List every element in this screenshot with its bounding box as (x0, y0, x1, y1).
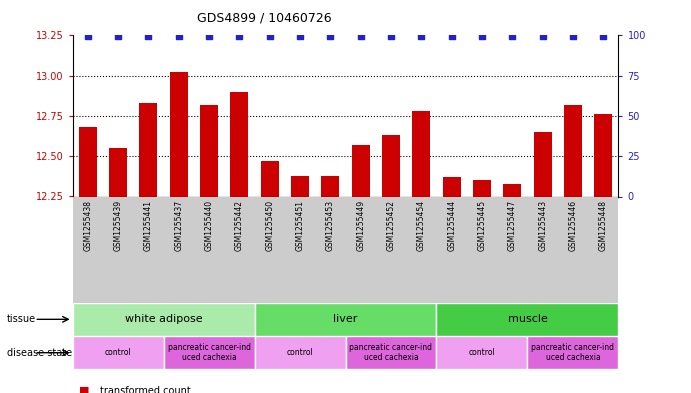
Bar (503, 184, 522, 196)
Bar (230, 92, 249, 196)
Text: pancreatic cancer-ind
uced cachexia: pancreatic cancer-ind uced cachexia (167, 343, 251, 362)
Bar (346, 336, 437, 369)
Point (325, 33, 336, 39)
Text: GSM1255442: GSM1255442 (235, 200, 244, 251)
Point (173, 33, 184, 39)
Text: GSM1255437: GSM1255437 (174, 200, 183, 251)
Bar (261, 161, 278, 196)
Bar (254, 303, 437, 336)
Text: GSM1255438: GSM1255438 (83, 200, 92, 251)
Text: GSM1255443: GSM1255443 (538, 200, 547, 251)
Bar (73, 196, 103, 303)
Point (143, 33, 154, 39)
Bar (527, 196, 558, 303)
Bar (169, 72, 188, 196)
Text: tissue: tissue (7, 314, 36, 324)
Point (264, 33, 275, 39)
Text: GSM1255454: GSM1255454 (417, 200, 426, 251)
Text: GSM1255440: GSM1255440 (205, 200, 214, 251)
Bar (164, 196, 194, 303)
Point (294, 33, 305, 39)
Text: GSM1255451: GSM1255451 (296, 200, 305, 251)
Bar (497, 196, 527, 303)
Bar (224, 196, 254, 303)
Text: control: control (468, 348, 495, 357)
Bar (564, 105, 582, 196)
Text: white adipose: white adipose (124, 314, 202, 324)
Text: control: control (104, 348, 131, 357)
Bar (437, 303, 618, 336)
Text: pancreatic cancer-ind
uced cachexia: pancreatic cancer-ind uced cachexia (531, 343, 614, 362)
Bar (527, 336, 618, 369)
Bar (73, 303, 254, 336)
Point (355, 33, 366, 39)
Text: ■: ■ (79, 386, 90, 393)
Bar (79, 127, 97, 196)
Bar (594, 114, 612, 196)
Bar (467, 196, 497, 303)
Bar (285, 196, 315, 303)
Text: liver: liver (333, 314, 358, 324)
Text: GSM1255444: GSM1255444 (447, 200, 456, 251)
Text: GDS4899 / 10460726: GDS4899 / 10460726 (197, 12, 332, 25)
Bar (254, 336, 346, 369)
Text: transformed count: transformed count (100, 386, 191, 393)
Bar (442, 177, 461, 196)
Text: GSM1255450: GSM1255450 (265, 200, 274, 251)
Point (477, 33, 488, 39)
Text: GSM1255441: GSM1255441 (144, 200, 153, 251)
Bar (315, 196, 346, 303)
Point (598, 33, 609, 39)
Bar (588, 196, 618, 303)
Point (507, 33, 518, 39)
Text: disease state: disease state (7, 348, 72, 358)
Bar (109, 148, 127, 196)
Bar (437, 336, 527, 369)
Point (386, 33, 397, 39)
Point (82, 33, 93, 39)
Bar (437, 196, 467, 303)
Text: pancreatic cancer-ind
uced cachexia: pancreatic cancer-ind uced cachexia (350, 343, 433, 362)
Bar (558, 196, 588, 303)
Text: muscle: muscle (507, 314, 547, 324)
Text: GSM1255448: GSM1255448 (599, 200, 608, 251)
Point (416, 33, 427, 39)
Bar (254, 196, 285, 303)
Point (203, 33, 214, 39)
Bar (406, 196, 437, 303)
Bar (382, 135, 400, 196)
Point (537, 33, 548, 39)
Bar (103, 196, 133, 303)
Text: GSM1255447: GSM1255447 (508, 200, 517, 251)
Point (446, 33, 457, 39)
Bar (533, 132, 551, 196)
Bar (133, 196, 164, 303)
Text: GSM1255449: GSM1255449 (356, 200, 365, 251)
Bar (200, 105, 218, 196)
Text: GSM1255452: GSM1255452 (386, 200, 395, 251)
Bar (346, 196, 376, 303)
Bar (413, 111, 430, 196)
Bar (473, 180, 491, 196)
Point (113, 33, 124, 39)
Point (234, 33, 245, 39)
Bar (73, 336, 164, 369)
Bar (194, 196, 224, 303)
Bar (352, 145, 370, 196)
Bar (376, 196, 406, 303)
Text: GSM1255446: GSM1255446 (569, 200, 578, 251)
Bar (140, 103, 158, 196)
Bar (291, 176, 309, 196)
Point (567, 33, 578, 39)
Text: GSM1255445: GSM1255445 (477, 200, 486, 251)
Text: control: control (287, 348, 314, 357)
Text: GSM1255439: GSM1255439 (113, 200, 122, 251)
Text: GSM1255453: GSM1255453 (326, 200, 335, 251)
Bar (321, 176, 339, 196)
Bar (164, 336, 254, 369)
